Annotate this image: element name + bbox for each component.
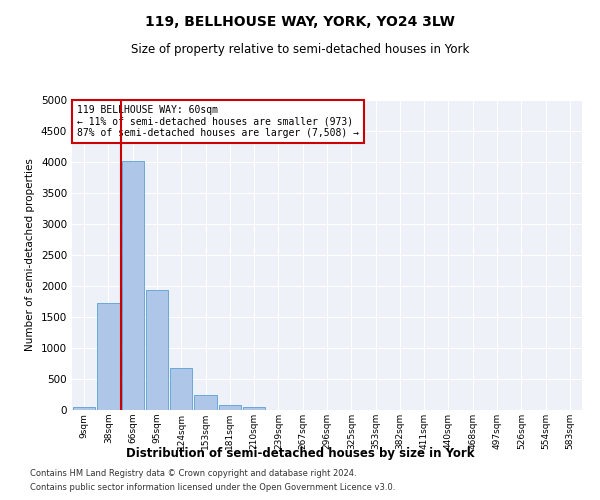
Bar <box>194 396 217 410</box>
Bar <box>170 368 193 410</box>
Bar <box>73 406 95 410</box>
Bar <box>218 404 241 410</box>
Text: Contains HM Land Registry data © Crown copyright and database right 2024.: Contains HM Land Registry data © Crown c… <box>30 468 356 477</box>
Text: Contains public sector information licensed under the Open Government Licence v3: Contains public sector information licen… <box>30 484 395 492</box>
Bar <box>122 161 144 410</box>
Text: Distribution of semi-detached houses by size in York: Distribution of semi-detached houses by … <box>126 448 474 460</box>
Bar <box>97 302 119 410</box>
Text: 119 BELLHOUSE WAY: 60sqm
← 11% of semi-detached houses are smaller (973)
87% of : 119 BELLHOUSE WAY: 60sqm ← 11% of semi-d… <box>77 104 359 138</box>
Bar <box>243 406 265 410</box>
Bar <box>146 290 168 410</box>
Text: Size of property relative to semi-detached houses in York: Size of property relative to semi-detach… <box>131 42 469 56</box>
Text: 119, BELLHOUSE WAY, YORK, YO24 3LW: 119, BELLHOUSE WAY, YORK, YO24 3LW <box>145 15 455 29</box>
Y-axis label: Number of semi-detached properties: Number of semi-detached properties <box>25 158 35 352</box>
